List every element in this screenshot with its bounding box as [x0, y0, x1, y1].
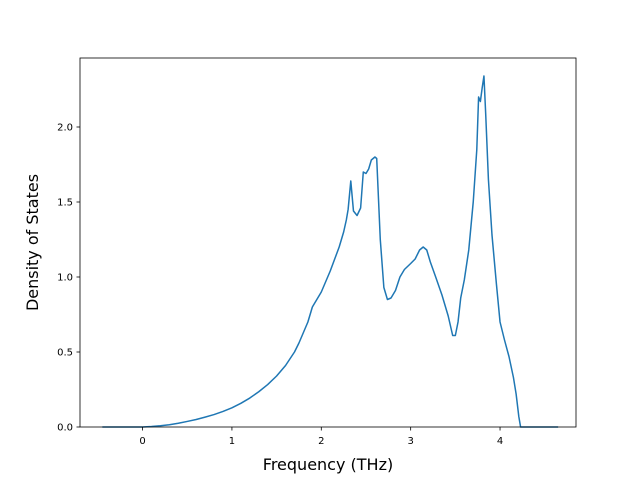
y-axis-label: Density of States: [23, 174, 42, 311]
axes-frame: [79, 57, 577, 428]
x-tick-label: 1: [229, 436, 235, 447]
y-axis-ticks: 0.0 0.5 1.0 1.5 2.0: [57, 123, 80, 434]
x-tick-label: 4: [497, 436, 503, 447]
x-axis-label: Frequency (THz): [263, 455, 393, 474]
y-tick-label: 1.0: [57, 273, 73, 284]
x-tick-label: 2: [318, 436, 324, 447]
y-tick-label: 0.0: [57, 423, 73, 434]
x-tick-label: 3: [407, 436, 413, 447]
y-tick-label: 2.0: [57, 123, 73, 134]
dos-series-line: [102, 75, 559, 428]
x-tick-label: 0: [139, 436, 145, 447]
y-tick-label: 1.5: [57, 198, 73, 209]
y-tick-label: 0.5: [57, 348, 73, 359]
x-axis-ticks: 0 1 2 3 4: [139, 427, 503, 447]
